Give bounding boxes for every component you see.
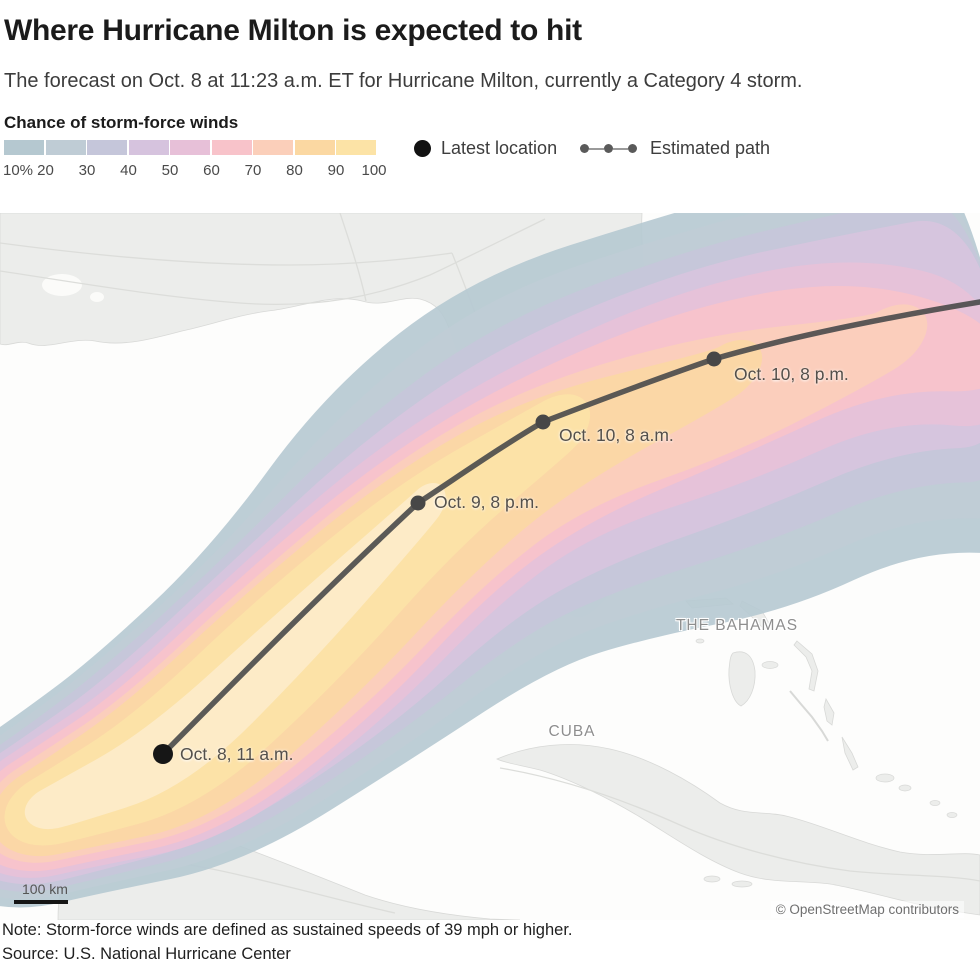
footer-note: Note: Storm-force winds are defined as s… xyxy=(2,921,573,939)
place-label-the-bahamas: THE BAHAMAS xyxy=(675,617,799,634)
island xyxy=(695,638,705,644)
legend-swatch-90 xyxy=(336,140,376,155)
land-cat-island xyxy=(823,697,835,726)
latest-location-label: Latest location xyxy=(441,138,558,158)
latest-location-marker xyxy=(153,744,173,764)
estimated-path-label: Estimated path xyxy=(650,138,771,158)
hurricane-map: 100 km © OpenStreetMap contributors Oct.… xyxy=(0,213,980,920)
road xyxy=(499,767,980,882)
legend-swatch-row xyxy=(4,140,376,155)
legend-swatch-20 xyxy=(45,140,86,155)
legend-tick-label: 10% xyxy=(3,162,34,179)
road xyxy=(0,218,546,306)
legend-tick-label: 60 xyxy=(203,162,220,179)
legend-tick-label: 20 xyxy=(37,162,54,179)
island xyxy=(898,784,912,792)
legend-tick-label: 100 xyxy=(361,162,387,179)
land-eleuthera xyxy=(793,640,819,692)
land-andros xyxy=(728,651,756,707)
storm-track xyxy=(153,299,980,764)
lake xyxy=(42,274,82,296)
road xyxy=(339,213,367,302)
forecast-point-marker xyxy=(535,414,551,430)
legend-tick-label: 90 xyxy=(327,162,345,179)
legend-tick-label: 40 xyxy=(120,162,137,179)
land-long-island xyxy=(841,736,859,771)
road xyxy=(0,242,453,266)
legend-tick-label: 50 xyxy=(161,162,179,179)
island xyxy=(875,773,895,783)
track-point-label: Oct. 9, 8 p.m. xyxy=(434,492,540,512)
legend-swatch-10 xyxy=(4,140,44,155)
cone-band-core xyxy=(24,482,446,830)
storm-probability-cone xyxy=(0,213,980,908)
map-svg xyxy=(0,213,980,920)
page-title: Where Hurricane Milton is expected to hi… xyxy=(4,14,582,47)
scale-bar-label: 100 km xyxy=(22,881,68,897)
legend-tick-label: 80 xyxy=(286,162,303,179)
legend-tick-label: 70 xyxy=(244,162,262,179)
track-point-label: Oct. 10, 8 a.m. xyxy=(559,425,674,445)
legend-swatch-50 xyxy=(170,140,210,155)
island xyxy=(929,800,941,806)
page-subtitle: The forecast on Oct. 8 at 11:23 a.m. ET … xyxy=(4,70,803,92)
footer-source: Source: U.S. National Hurricane Center xyxy=(2,945,291,963)
land-cuba xyxy=(496,744,980,916)
legend-tick-label: 30 xyxy=(78,162,96,179)
island xyxy=(731,880,753,888)
map-attribution: © OpenStreetMap contributors xyxy=(770,901,964,918)
forecast-point-marker xyxy=(706,351,722,367)
scale-bar: 100 km xyxy=(14,881,68,904)
legend-swatch-80 xyxy=(294,140,335,155)
legend-swatch-40 xyxy=(128,140,169,155)
estimated-path-glyph-icon xyxy=(580,144,637,153)
forecast-point-marker xyxy=(410,495,426,511)
island xyxy=(946,812,958,818)
island xyxy=(761,661,779,669)
island xyxy=(703,875,721,883)
place-label-cuba: CUBA xyxy=(548,723,596,740)
island-chain xyxy=(789,690,829,742)
legend-swatch-60 xyxy=(211,140,252,155)
track-point-label: Oct. 8, 11 a.m. xyxy=(180,744,294,764)
legend-swatch-70 xyxy=(253,140,293,155)
track-point-label: Oct. 10, 8 p.m. xyxy=(734,364,849,384)
scale-bar-line xyxy=(14,900,68,904)
latest-location-dot-icon xyxy=(414,140,431,157)
legend-swatch-30 xyxy=(87,140,127,155)
lake xyxy=(90,292,104,302)
legend-title: Chance of storm-force winds xyxy=(4,113,239,132)
